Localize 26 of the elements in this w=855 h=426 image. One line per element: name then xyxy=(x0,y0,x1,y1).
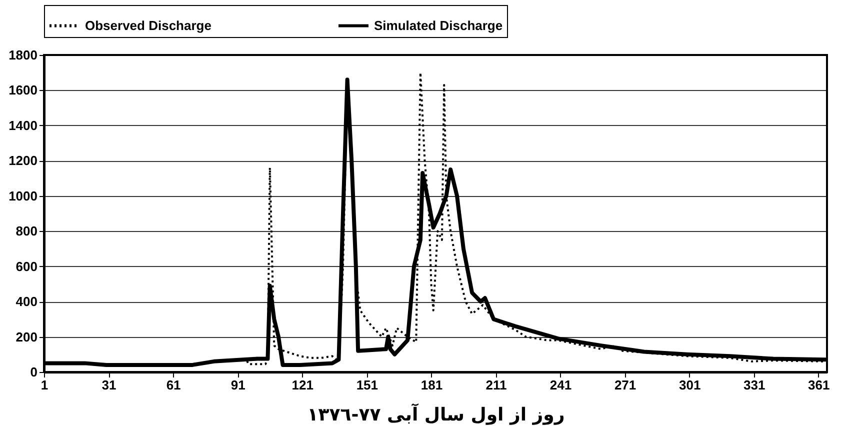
x-tick-label: 151 xyxy=(356,378,378,392)
x-tick-label: 361 xyxy=(808,378,830,392)
x-axis-title: روز از اول سال آبی ٧٧-١٣٧٦ xyxy=(307,402,565,426)
y-tick-label: 1400 xyxy=(8,118,38,133)
legend-label: Simulated Discharge xyxy=(374,18,503,33)
x-tick-label: 331 xyxy=(744,378,766,392)
legend-label: Observed Discharge xyxy=(85,18,212,33)
y-tick-label: 800 xyxy=(16,224,38,239)
x-tick-label: 271 xyxy=(614,378,636,392)
x-tick-label: 181 xyxy=(420,378,443,392)
x-tick-label: 61 xyxy=(166,378,181,392)
x-tick-label: 1 xyxy=(40,378,48,392)
y-tick-label: 400 xyxy=(16,294,38,310)
x-tick-label: 241 xyxy=(550,378,572,392)
y-tick-label: 0 xyxy=(30,364,38,380)
x-tick-label: 31 xyxy=(102,378,116,392)
y-tick-label: 200 xyxy=(16,329,38,344)
x-tick-label: 121 xyxy=(292,378,314,392)
y-tick-label: 1800 xyxy=(8,48,38,62)
y-tick-label: 1000 xyxy=(8,188,38,204)
x-tick-label: 91 xyxy=(230,378,246,392)
y-tick-label: 1600 xyxy=(8,82,38,98)
y-tick-label: 600 xyxy=(16,258,38,274)
y-tick-label: 1200 xyxy=(8,153,38,168)
x-tick-label: 211 xyxy=(486,378,507,392)
x-tick-label: 301 xyxy=(678,378,701,392)
